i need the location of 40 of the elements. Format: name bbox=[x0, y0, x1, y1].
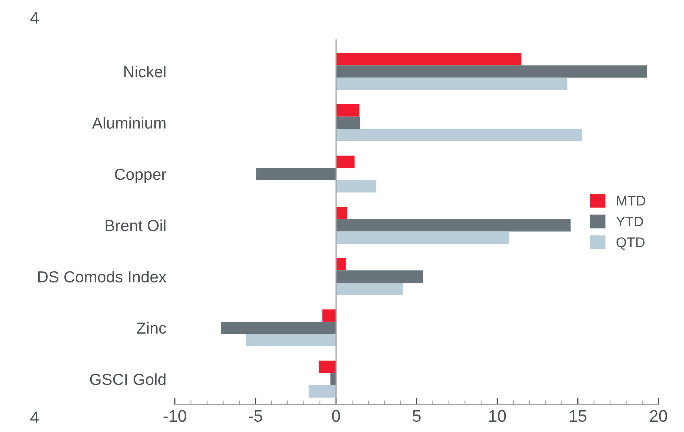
bar bbox=[336, 270, 424, 283]
bar bbox=[336, 129, 582, 142]
bar bbox=[336, 180, 377, 193]
bar bbox=[336, 258, 346, 271]
bar bbox=[330, 373, 336, 386]
x-tick-label: 15 bbox=[570, 410, 587, 422]
y-tick-label: GSCI Gold bbox=[90, 374, 166, 386]
bar bbox=[336, 104, 360, 117]
y-tick-label: Copper bbox=[115, 168, 167, 184]
bar bbox=[256, 168, 336, 180]
x-tick-label: -10 bbox=[164, 410, 186, 422]
text: 4 bbox=[30, 12, 40, 24]
bar bbox=[336, 156, 355, 168]
y-tick-label: Brent Oil bbox=[106, 220, 166, 232]
y-tick-label: Zinc bbox=[137, 322, 166, 334]
bar bbox=[221, 322, 336, 334]
bar bbox=[246, 334, 336, 347]
x-tick-label: 0 bbox=[332, 410, 340, 422]
y-tick-label: Nickel bbox=[124, 66, 166, 78]
x-tick-label: 20 bbox=[650, 410, 668, 422]
x-tick-label: -5 bbox=[249, 410, 262, 422]
y-tick-label: DS Comods Index bbox=[38, 271, 167, 283]
legend-label: MTD bbox=[617, 196, 646, 206]
bar bbox=[336, 219, 571, 232]
x-tick-label: 10 bbox=[490, 410, 506, 422]
bar bbox=[336, 66, 648, 78]
bar bbox=[336, 53, 522, 66]
bar bbox=[336, 207, 348, 220]
bar bbox=[336, 232, 510, 244]
text: 4 bbox=[30, 412, 40, 424]
y-tick-label: Aluminium bbox=[92, 117, 166, 129]
legend-label: YTD bbox=[616, 216, 644, 227]
bar bbox=[319, 360, 336, 374]
x-tick-label: 5 bbox=[412, 410, 421, 422]
bar bbox=[322, 310, 336, 322]
bar bbox=[336, 78, 568, 90]
bar bbox=[308, 386, 336, 398]
legend-label: QTD bbox=[616, 238, 645, 250]
bar bbox=[336, 116, 360, 130]
bar bbox=[336, 282, 404, 296]
